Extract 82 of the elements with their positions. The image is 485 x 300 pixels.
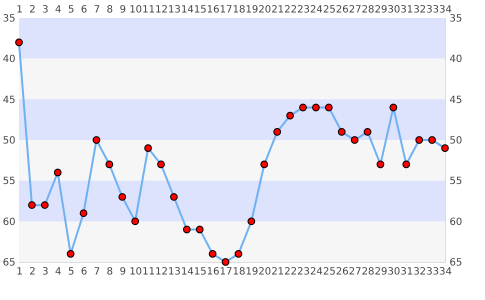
y-tick-label: 65 xyxy=(2,258,16,268)
x2-tick-label: 34 xyxy=(439,266,452,278)
x-tick-label: 10 xyxy=(129,4,142,16)
x2-tick-label: 31 xyxy=(400,266,414,278)
x2-tick-label: 17 xyxy=(220,266,232,278)
y2-tick-label: 35 xyxy=(450,14,462,24)
x-tick-label: 18 xyxy=(232,4,246,16)
x2-tick-label: 5 xyxy=(68,266,74,278)
y2-tick-label: 55 xyxy=(450,176,462,188)
x2-tick-label: 32 xyxy=(413,266,426,278)
x2-tick-label: 13 xyxy=(168,266,181,278)
x-tick-label: 33 xyxy=(426,4,439,16)
x-tick-label: 16 xyxy=(206,4,220,16)
x2-tick-label: 22 xyxy=(284,266,297,278)
y-tick-label: 40 xyxy=(2,54,16,66)
y2-tick-label: 60 xyxy=(450,216,462,228)
x-tick-label: 13 xyxy=(168,4,181,16)
x-tick-label: 9 xyxy=(120,4,126,16)
y-tick-label: 60 xyxy=(2,216,16,228)
x2-tick-label: 24 xyxy=(310,266,323,278)
x2-tick-label: 16 xyxy=(206,266,220,278)
x2-tick-label: 15 xyxy=(194,266,207,278)
x-tick-label: 28 xyxy=(362,4,374,16)
x-tick-label: 8 xyxy=(106,4,114,16)
x2-tick-label: 29 xyxy=(374,266,388,278)
x2-tick-label: 19 xyxy=(245,266,258,278)
y-tick-label: 35 xyxy=(2,14,16,24)
x-tick-label: 2 xyxy=(29,4,36,16)
x-tick-label: 34 xyxy=(439,4,452,16)
x2-tick-label: 27 xyxy=(348,266,362,278)
x-tick-label: 20 xyxy=(258,4,272,16)
y2-tick-label: 50 xyxy=(450,136,462,146)
y2-tick-label: 45 xyxy=(450,94,462,106)
x-tick-label: 5 xyxy=(68,4,74,16)
x-tick-label: 30 xyxy=(387,4,400,16)
x2-tick-label: 25 xyxy=(322,266,336,278)
x2-tick-label: 8 xyxy=(106,266,114,278)
x2-tick-label: 4 xyxy=(55,266,62,278)
x2-tick-label: 28 xyxy=(362,266,374,278)
x-tick-label: 32 xyxy=(413,4,426,16)
x2-tick-label: 9 xyxy=(120,266,126,278)
x2-tick-label: 20 xyxy=(258,266,272,278)
x2-tick-label: 33 xyxy=(426,266,439,278)
x2-tick-label: 14 xyxy=(180,266,194,278)
x-tick-label: 31 xyxy=(400,4,414,16)
x2-tick-label: 11 xyxy=(142,266,155,278)
x-tick-label: 1 xyxy=(16,4,23,16)
x-tick-label: 22 xyxy=(284,4,297,16)
x-tick-label: 26 xyxy=(336,4,349,16)
y2-tick-label: 40 xyxy=(450,54,462,66)
y-tick-label: 45 xyxy=(2,94,16,106)
x-tick-label: 25 xyxy=(322,4,336,16)
x-tick-label: 17 xyxy=(220,4,232,16)
x2-tick-label: 10 xyxy=(129,266,142,278)
y-tick-label: 50 xyxy=(2,136,16,146)
x-tick-label: 24 xyxy=(310,4,323,16)
x-tick-label: 11 xyxy=(142,4,155,16)
x2-tick-label: 26 xyxy=(336,266,349,278)
x2-tick-label: 2 xyxy=(29,266,36,278)
x2-tick-label: 7 xyxy=(94,266,100,278)
y2-tick-label: 65 xyxy=(450,258,462,268)
x-tick-label: 12 xyxy=(155,4,168,16)
x-tick-label: 21 xyxy=(271,4,284,16)
x-tick-label: 4 xyxy=(55,4,62,16)
x2-tick-label: 3 xyxy=(42,266,49,278)
x2-tick-label: 12 xyxy=(155,266,168,278)
y-tick-label: 55 xyxy=(2,176,16,188)
x2-tick-label: 1 xyxy=(16,266,23,278)
x2-tick-label: 21 xyxy=(271,266,284,278)
x2-tick-label: 23 xyxy=(297,266,310,278)
x-tick-label: 7 xyxy=(94,4,100,16)
x-tick-label: 14 xyxy=(180,4,194,16)
x-tick-label: 29 xyxy=(374,4,388,16)
x-tick-label: 19 xyxy=(245,4,258,16)
x2-tick-label: 6 xyxy=(80,266,88,278)
x-tick-label: 23 xyxy=(297,4,310,16)
x-tick-label: 3 xyxy=(42,4,49,16)
x-tick-label: 6 xyxy=(80,4,88,16)
x-tick-label: 15 xyxy=(194,4,207,16)
x2-tick-label: 18 xyxy=(232,266,246,278)
x2-tick-label: 30 xyxy=(387,266,400,278)
x-tick-label: 27 xyxy=(348,4,362,16)
